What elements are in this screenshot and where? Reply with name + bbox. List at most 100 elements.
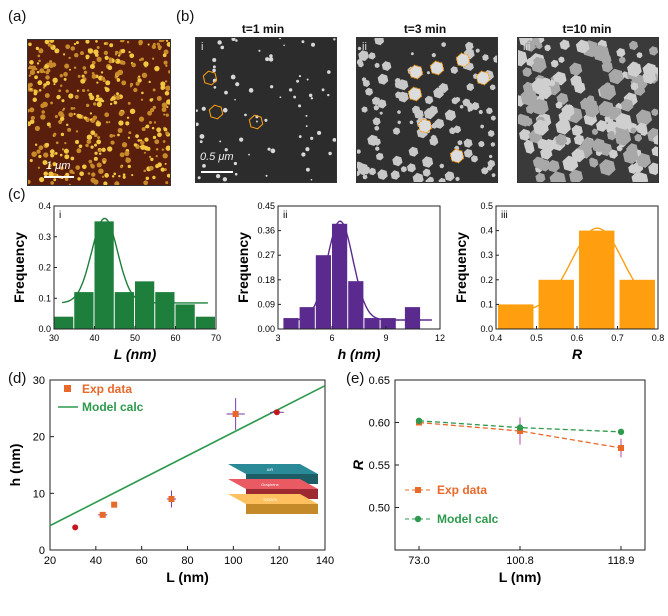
highlighted-grain	[202, 70, 218, 86]
sem-island	[230, 74, 236, 80]
x-tick-label: 60	[136, 555, 148, 567]
afm-grain	[157, 45, 162, 50]
sem-scale-bar	[201, 171, 233, 173]
afm-grain	[119, 165, 123, 169]
fit-curve	[62, 217, 208, 304]
x-tick-label: 0.8	[652, 333, 665, 343]
afm-grain	[161, 148, 165, 151]
x-tick-label: 0.7	[611, 333, 624, 343]
sem-grain	[362, 174, 368, 180]
afm-grain	[164, 80, 168, 83]
afm-grain	[144, 137, 149, 142]
afm-grain	[126, 116, 130, 119]
afm-grain	[50, 44, 54, 47]
afm-grain	[152, 105, 156, 110]
afm-grain	[165, 145, 170, 151]
afm-grain	[125, 157, 129, 160]
sem-island	[305, 114, 308, 117]
afm-grain	[58, 119, 63, 125]
x-tick-label: 40	[90, 555, 102, 567]
afm-grain	[60, 166, 64, 171]
sem-island	[269, 54, 273, 58]
afm-grain	[48, 171, 54, 177]
afm-grain	[109, 133, 114, 138]
sem-island	[219, 140, 222, 143]
sem-grain	[478, 109, 483, 115]
afm-grain	[37, 54, 41, 58]
afm-grain	[91, 172, 96, 177]
data-point	[273, 409, 280, 416]
afm-grain	[94, 151, 98, 155]
sem-grain	[423, 108, 435, 120]
afm-grain	[113, 100, 118, 105]
afm-grain	[91, 60, 96, 65]
y-tick-label: 0.0	[38, 324, 51, 334]
afm-grain	[30, 115, 35, 121]
afm-grain	[152, 42, 156, 46]
afm-grain	[96, 162, 102, 168]
sem-island	[248, 88, 254, 93]
afm-grain	[165, 113, 169, 117]
afm-grain	[34, 125, 40, 132]
afm-grain	[73, 42, 77, 46]
sem-grain	[569, 62, 583, 76]
afm-grain	[158, 40, 163, 43]
y-tick-label: 0.09	[257, 299, 275, 309]
afm-grain	[86, 134, 93, 140]
afm-grain	[96, 94, 100, 98]
sem-grain	[422, 168, 431, 177]
sem-island	[267, 147, 271, 151]
afm-grain	[97, 97, 103, 103]
afm-grain	[160, 85, 165, 91]
afm-grain	[53, 178, 57, 182]
sem-island	[233, 161, 238, 166]
afm-grain	[82, 66, 87, 70]
model-line	[49, 384, 326, 527]
inset-layer-label: AIR	[267, 467, 274, 472]
afm-grain	[140, 140, 145, 146]
afm-grain	[45, 80, 51, 86]
sem-grain	[361, 77, 367, 82]
histogram-bar	[195, 316, 215, 329]
sem-grain	[589, 157, 595, 164]
sem-grain	[634, 172, 649, 182]
afm-grain	[155, 154, 158, 158]
afm-grain	[161, 107, 167, 113]
sem-island	[306, 78, 309, 81]
afm-grain	[165, 40, 169, 42]
sem-grain	[630, 82, 639, 91]
afm-grain	[141, 91, 144, 95]
afm-grain	[166, 99, 170, 105]
sem-image-3: iii	[517, 37, 659, 183]
sem-island	[305, 125, 308, 128]
afm-grain	[38, 59, 41, 63]
sem-island	[220, 45, 225, 50]
sem-grain	[377, 169, 388, 180]
sem-grain	[642, 70, 657, 85]
histogram-bar	[332, 223, 348, 329]
afm-grain	[105, 80, 111, 86]
afm-grain	[105, 121, 109, 124]
afm-grain	[91, 71, 95, 75]
afm-grain	[96, 46, 100, 50]
y-tick-label: 0.3	[38, 232, 51, 242]
sem-grain	[526, 58, 535, 67]
afm-grain	[66, 123, 69, 127]
sem-grain	[584, 102, 600, 118]
sem-grain	[439, 163, 445, 169]
afm-grain	[34, 143, 38, 146]
y-tick-label: 0.60	[369, 418, 390, 430]
sem-island	[215, 173, 221, 179]
sem-grain	[636, 52, 643, 59]
afm-grain	[33, 89, 37, 93]
sem-grain	[552, 71, 567, 86]
sem-texture-2	[357, 38, 497, 182]
afm-grain	[168, 70, 170, 74]
sem-grain	[357, 170, 360, 177]
afm-grain	[43, 70, 46, 74]
afm-scale-label: 1 μm	[46, 160, 71, 172]
afm-grain	[113, 94, 116, 97]
afm-grain	[38, 48, 44, 54]
sem-grain	[397, 110, 401, 114]
sem-grain	[429, 136, 439, 146]
